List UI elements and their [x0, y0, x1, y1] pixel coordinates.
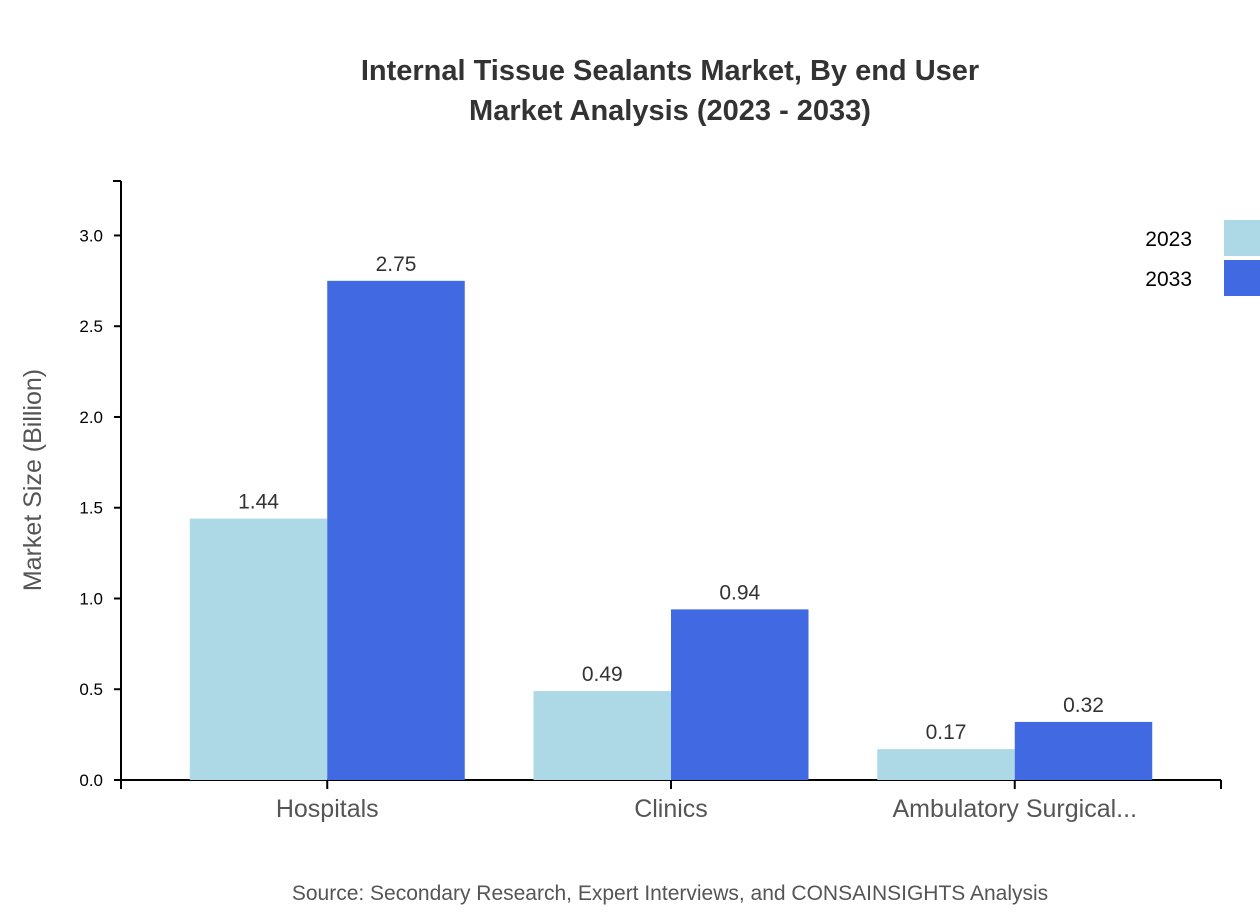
y-axis-label: Market Size (Billion) [19, 369, 47, 591]
bar-2023 [877, 749, 1015, 780]
legend-swatch-2023 [1224, 220, 1260, 256]
y-tick-label: 2.0 [79, 408, 103, 427]
chart-subtitle: Market Analysis (2023 - 2033) [469, 95, 871, 127]
x-tick-label: Clinics [634, 795, 708, 823]
data-label: 0.17 [926, 721, 967, 744]
chart-title: Internal Tissue Sealants Market, By end … [361, 55, 979, 87]
source-note: Source: Secondary Research, Expert Inter… [292, 882, 1048, 905]
data-label: 0.49 [582, 663, 623, 686]
y-tick-label: 0.5 [79, 680, 103, 699]
bar-2023 [533, 691, 671, 780]
bar-2033 [327, 280, 465, 780]
bar-2023 [189, 518, 328, 780]
legend-label: 2023 [1145, 228, 1192, 251]
data-label: 2.75 [376, 253, 417, 276]
x-tick-label: Hospitals [276, 795, 379, 823]
y-tick-label: 3.0 [79, 226, 103, 245]
x-tick-label: Ambulatory Surgical... [892, 795, 1137, 823]
y-tick-label: 2.5 [79, 317, 103, 336]
data-label: 0.94 [719, 581, 760, 604]
legend-label: 2033 [1145, 268, 1192, 291]
bar-2033 [1014, 721, 1153, 780]
y-tick-label: 1.5 [79, 499, 103, 518]
data-label: 1.44 [238, 491, 279, 514]
y-tick-label: 0.0 [79, 771, 103, 790]
legend-swatch-2033 [1224, 260, 1260, 296]
data-label: 0.32 [1063, 694, 1104, 717]
bar-2033 [671, 609, 809, 780]
y-tick-label: 1.0 [79, 589, 103, 608]
